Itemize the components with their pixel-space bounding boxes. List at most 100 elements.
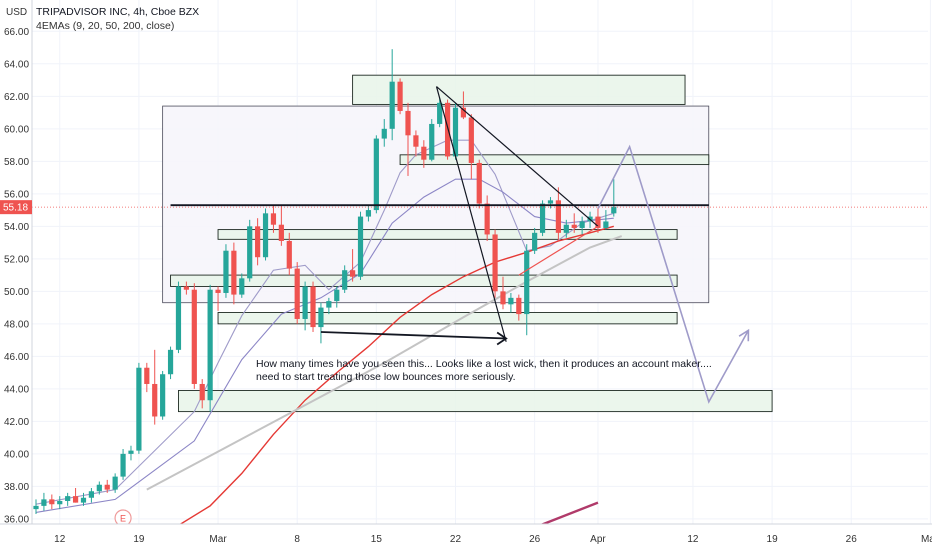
- x-tick-label: 8: [294, 534, 300, 545]
- indicator-label[interactable]: 4EMAs (9, 20, 50, 200, close): [36, 20, 175, 32]
- candle-body: [286, 240, 292, 269]
- candle-body: [524, 250, 530, 315]
- y-tick-label: 36.00: [4, 514, 29, 525]
- candle-body: [41, 499, 47, 506]
- arrow-line: [320, 331, 507, 340]
- zone-rect: [170, 274, 678, 287]
- zone-rect: [178, 390, 773, 413]
- candle-body: [318, 307, 324, 328]
- drawings: E: [32, 86, 928, 538]
- annotation-line-1: How many times have you seen this... Loo…: [256, 358, 712, 370]
- x-tick-label: 22: [450, 534, 462, 545]
- candle-body: [207, 289, 213, 401]
- candle-body: [215, 289, 221, 293]
- candle-body: [547, 200, 554, 204]
- candle-body: [72, 496, 79, 503]
- candle-body: [278, 224, 284, 241]
- candle-body: [373, 138, 379, 211]
- candle-body: [444, 102, 451, 157]
- y-tick-label: 46.00: [4, 352, 29, 363]
- zone-rect: [352, 74, 686, 105]
- earnings-marker-label: E: [120, 514, 126, 524]
- y-tick-label: 48.00: [4, 319, 29, 330]
- candle-body: [571, 224, 577, 228]
- candle-body: [199, 383, 205, 401]
- y-tick-label: 62.00: [4, 92, 29, 103]
- candle-body: [144, 367, 150, 384]
- candle-body: [88, 491, 95, 498]
- x-tick-label: 15: [371, 534, 383, 545]
- candle-body: [167, 349, 174, 375]
- arrow-head: [496, 331, 508, 346]
- candle-body: [96, 484, 102, 492]
- x-tick-label: 12: [687, 534, 699, 545]
- candle-body: [397, 81, 403, 111]
- x-tick-label: Mar: [209, 534, 227, 545]
- candle-body: [270, 213, 277, 225]
- y-tick-label: 40.00: [4, 449, 29, 460]
- y-tick-label: 58.00: [4, 157, 29, 168]
- candle-body: [579, 221, 585, 228]
- candle-body: [468, 117, 474, 163]
- candle-body: [191, 289, 197, 384]
- candle-body: [476, 162, 482, 204]
- y-tick-label: 50.00: [4, 287, 29, 298]
- candle-body: [555, 200, 561, 233]
- candle-body: [223, 250, 229, 293]
- candle-body: [49, 499, 55, 505]
- candle-body: [437, 102, 443, 124]
- x-tick-label: 26: [846, 534, 858, 545]
- candle-body: [302, 286, 308, 319]
- candle-body: [160, 374, 166, 417]
- candle-body: [516, 297, 522, 315]
- candle-body: [381, 128, 387, 139]
- candle-body: [452, 107, 459, 157]
- x-tick-label: 12: [54, 534, 66, 545]
- last-price-tag: [0, 200, 32, 215]
- candle-body: [365, 210, 372, 217]
- symbol-title[interactable]: TRIPADVISOR INC, 4h, Cboe BZX: [36, 6, 200, 18]
- y-tick-label: 38.00: [4, 482, 29, 493]
- candle-body: [484, 203, 490, 235]
- ema-20-line: [35, 178, 614, 513]
- candle-body: [389, 81, 395, 129]
- trendline: [436, 86, 599, 227]
- candle-body: [239, 278, 245, 295]
- y-tick-label: 52.00: [4, 254, 29, 265]
- candle-body: [231, 250, 237, 295]
- candle-body: [563, 224, 569, 233]
- candle-body: [334, 289, 340, 302]
- trendline: [435, 86, 507, 342]
- x-tick-label: 19: [767, 534, 779, 545]
- ema-50-line: [130, 225, 614, 543]
- candle-body: [532, 232, 538, 251]
- candle-body: [342, 270, 348, 290]
- candle-body: [175, 286, 182, 350]
- candle-body: [33, 505, 39, 510]
- zone-rect: [217, 312, 678, 325]
- candle-body: [112, 476, 118, 490]
- candle-body: [405, 110, 411, 136]
- candle-body: [128, 450, 134, 454]
- candles: [33, 49, 617, 514]
- candle-body: [255, 226, 261, 258]
- y-tick-label: 66.00: [4, 27, 29, 38]
- ema-200-line: [146, 235, 623, 491]
- y-tick-label: 56.00: [4, 189, 29, 200]
- x-tick-label: May: [921, 534, 932, 545]
- y-tick-label: 44.00: [4, 384, 29, 395]
- candle-body: [152, 383, 158, 417]
- x-tick-label: 26: [529, 534, 541, 545]
- candle-body: [120, 453, 126, 477]
- projection-path: [597, 144, 750, 404]
- last-price-label: 55.18: [3, 203, 28, 214]
- candle-body: [350, 270, 356, 277]
- zone-rect: [217, 229, 678, 240]
- candle-body: [357, 216, 364, 277]
- x-tick-label: 19: [133, 534, 145, 545]
- projection-arrow-head: [738, 328, 750, 342]
- candle-body: [508, 297, 514, 305]
- candle-body: [413, 135, 419, 147]
